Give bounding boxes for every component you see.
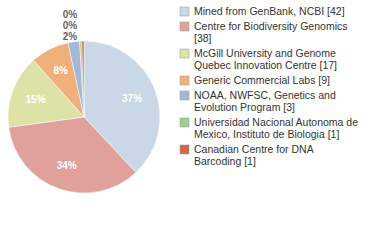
data-label: 34%	[57, 160, 77, 171]
data-label: 15%	[26, 94, 46, 105]
legend-label: NOAA, NWFSC, Genetics andEvolution Progr…	[194, 89, 336, 113]
legend-swatch	[180, 7, 189, 16]
legend-label: Canadian Centre for DNABarcoding [1]	[194, 143, 314, 167]
legend-label: Universidad Nacional Autonoma deMexico, …	[194, 116, 358, 140]
legend-swatch	[180, 91, 189, 100]
legend-swatch	[180, 145, 189, 154]
data-label: 0%	[63, 20, 78, 31]
legend-swatch	[180, 76, 189, 85]
legend-label: McGill University and GenomeQuebec Innov…	[194, 47, 337, 71]
legend: Mined from GenBank, NCBI [42] Centre for …	[180, 5, 358, 167]
pie-slice	[82, 41, 84, 117]
data-label: 0%	[63, 9, 78, 20]
chart: 37%34%15%8%2%0%0%Mined from GenBank, NCB…	[0, 0, 380, 240]
pie-slice	[80, 41, 84, 117]
legend-swatch	[180, 118, 189, 127]
legend-label: Mined from GenBank, NCBI [42]	[194, 5, 345, 17]
data-label: 37%	[122, 92, 142, 103]
legend-swatch	[180, 49, 189, 58]
pie-slice	[68, 41, 84, 117]
pie-slice	[9, 117, 136, 193]
legend-label: Generic Commercial Labs [9]	[194, 74, 330, 86]
data-labels: 37%34%15%8%2%0%0%	[26, 9, 143, 172]
legend-swatch	[180, 22, 189, 31]
data-label: 2%	[63, 31, 78, 42]
legend-label: Centre for Biodiversity Genomics[38]	[194, 20, 347, 44]
pie	[8, 41, 160, 193]
data-label: 8%	[53, 65, 68, 76]
